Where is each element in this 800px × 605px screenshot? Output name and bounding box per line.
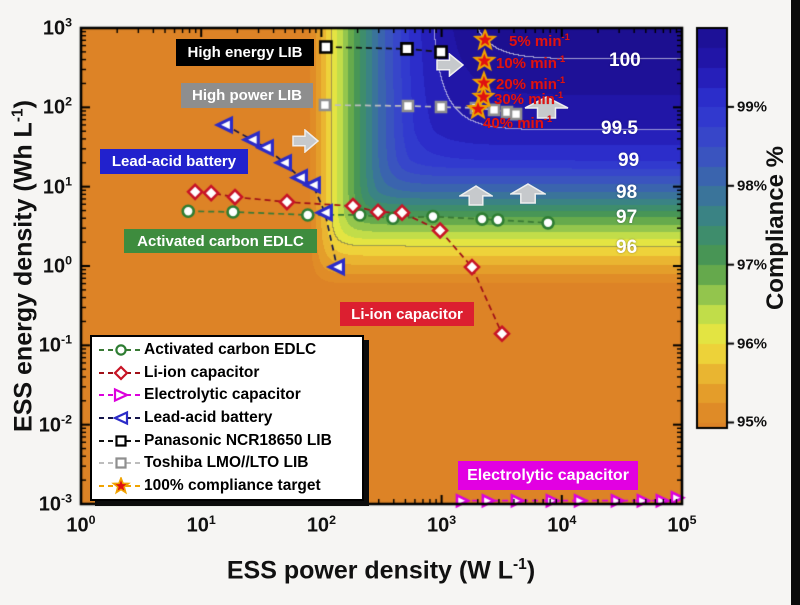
annotation-high-power-lib: High power LIB — [181, 83, 313, 108]
legend-item-2: Electrolytic capacitor — [98, 384, 356, 406]
rate-label-5: 5% min-1 — [509, 32, 570, 50]
legend-marker-circle-icon — [99, 344, 143, 356]
rate-label-40: 40% min-1 — [483, 114, 553, 132]
annotation-li-ion-capacitor: Li-ion capacitor — [340, 302, 474, 326]
right-trend-arrow — [292, 129, 319, 153]
contour-label-99.5: 99.5 — [601, 118, 638, 139]
x-tick-label-1: 101 — [186, 513, 216, 537]
legend-label: Activated carbon EDLC — [144, 341, 317, 359]
legend-label: 100% compliance target — [144, 476, 321, 494]
contour-label-100: 100 — [609, 50, 641, 71]
colorbar-label-96: 96% — [737, 335, 768, 353]
x-tick-label-3: 103 — [427, 513, 457, 537]
legend-label: Electrolytic capacitor — [144, 386, 301, 404]
legend-item-6: 100% compliance target — [98, 475, 356, 497]
contour-label-96: 96 — [616, 237, 638, 258]
legend-marker-triangle-left-icon — [99, 410, 143, 426]
x-tick-label-2: 102 — [306, 513, 336, 537]
legend-item-4: Panasonic NCR18650 LIB — [98, 430, 356, 452]
y-tick-label-3: 103 — [42, 15, 72, 40]
contour-label-98: 98 — [616, 182, 638, 203]
up-trend-arrow — [459, 185, 493, 206]
x-tick-label-0: 100 — [66, 513, 96, 537]
colorbar-label-98: 98% — [737, 177, 768, 195]
legend-label: Toshiba LMO//LTO LIB — [144, 454, 309, 472]
legend-marker-diamond-icon — [99, 365, 143, 381]
contour-label-99: 99 — [618, 150, 640, 171]
plot-legend: Activated carbon EDLC Li-ion capacitor Ele… — [90, 335, 364, 501]
rate-label-20: 20% min-1 — [496, 75, 566, 93]
legend-marker-square-icon — [99, 434, 143, 447]
legend-label: Li-ion capacitor — [144, 363, 260, 381]
legend-marker-star-icon — [99, 476, 143, 494]
legend-item-5: Toshiba LMO//LTO LIB — [98, 452, 356, 474]
rate-label-10: 10% min-1 — [496, 54, 566, 72]
annotation-lead-acid-battery: Lead-acid battery — [100, 149, 248, 174]
colorbar-label-95: 95% — [737, 413, 768, 431]
y-tick-label-1: 101 — [42, 174, 72, 198]
up-trend-arrow — [524, 96, 569, 119]
x-tick-label-5: 105 — [667, 513, 697, 537]
right-trend-arrow — [436, 53, 464, 77]
contour-label-97: 97 — [616, 207, 638, 228]
y-tick-label--1: 10-1 — [38, 333, 72, 357]
right-edge-strip — [791, 0, 800, 605]
legend-item-0: Activated carbon EDLC — [98, 339, 356, 361]
y-axis-title: ESS energy density (Wh L-1) — [9, 100, 38, 432]
legend-item-1: Li-ion capacitor — [98, 362, 356, 384]
colorbar-label-97: 97% — [737, 256, 768, 274]
rate-label-30: 30% min-1 — [494, 90, 564, 108]
up-trend-arrow — [510, 183, 546, 204]
legend-marker-square-icon — [99, 457, 143, 469]
x-tick-label-4: 104 — [547, 513, 577, 537]
y-tick-label--2: 10-2 — [38, 412, 72, 436]
legend-item-3: Lead-acid battery — [98, 407, 356, 429]
colorbar-title: Compliance % — [762, 145, 789, 311]
y-tick-label--3: 10-3 — [38, 491, 72, 516]
annotation-activated-carbon-edlc: Activated carbon EDLC — [124, 229, 317, 253]
colorbar-label-99: 99% — [737, 98, 768, 116]
legend-marker-triangle-right-icon — [99, 388, 143, 403]
legend-label: Panasonic NCR18650 LIB — [144, 431, 332, 449]
y-tick-label-0: 100 — [42, 253, 72, 278]
annotation-high-energy-lib: High energy LIB — [176, 39, 314, 66]
annotation-electrolytic-capacitor: Electrolytic capacitor — [458, 461, 638, 490]
x-axis-title: ESS power density (W L-1) — [226, 556, 536, 585]
y-tick-label-2: 102 — [42, 95, 72, 119]
legend-label: Lead-acid battery — [144, 408, 273, 426]
